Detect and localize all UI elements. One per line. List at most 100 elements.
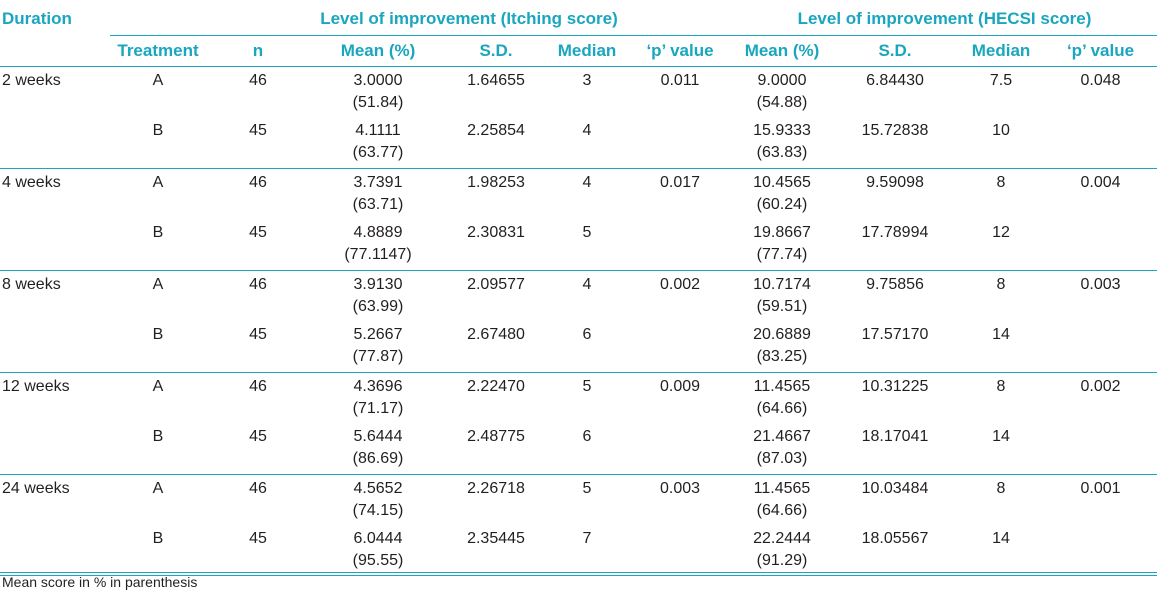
cell-mean-itching-percent: (86.69) [352,450,404,467]
cell-median-itching: 5 [546,219,628,271]
cell-duration [0,525,110,576]
cell-p-itching [628,525,732,576]
cell-sd-itching: 2.22470 [467,378,525,395]
cell-mean-itching: 4.5652 (74.15) [310,475,446,526]
cell-median-hecsi: 14 [958,525,1044,576]
cell-mean-hecsi-percent: (60.24) [756,196,808,213]
cell-n: 45 [206,321,310,373]
table-row: B 45 5.2667 (77.87) 2.67480 6 20.6889 (83.25) 17… [0,321,1157,373]
cell-mean-hecsi: 19.8667 (77.74) [732,219,832,271]
cell-mean-itching-value: 3.7391 [353,174,403,191]
cell-p-hecsi: 0.048 [1080,72,1121,89]
cell-mean-hecsi-value: 22.2444 [753,530,811,547]
cell-mean-hecsi-value: 11.4565 [753,378,811,395]
footnote: Mean score in % in parenthesis [2,574,198,590]
cell-median-itching: 3 [582,72,592,89]
cell-sd-hecsi: 10.03484 [861,480,929,497]
cell-p-hecsi: 0.002 [1080,378,1121,395]
cell-median-hecsi: 14 [958,423,1044,475]
cell-p-itching: 0.017 [659,174,701,191]
cell-sd-hecsi: 15.72838 [832,117,958,169]
cell-mean-itching: 5.6444 (86.69) [310,423,446,475]
cell-p-itching [628,321,732,373]
cell-p-hecsi [1044,219,1157,271]
cell-treatment: B [110,219,206,271]
cell-p-hecsi: 0.004 [1080,174,1121,191]
cell-mean-itching-percent: (63.71) [352,196,404,213]
cell-mean-itching: 3.0000 (51.84) [310,67,446,118]
cell-p-hecsi [1044,117,1157,169]
cell-sd-itching: 2.26718 [467,480,525,497]
cell-mean-itching-value: 4.3696 [353,378,403,395]
cell-n: 46 [249,378,267,395]
results-table: Duration Level of improvement (Itching s… [0,6,1157,576]
cell-mean-hecsi-percent: (83.25) [756,348,808,365]
header-median-hecsi: Median [958,35,1044,67]
cell-mean-itching-percent: (63.99) [352,298,404,315]
cell-mean-itching: 4.1111 (63.77) [310,117,446,169]
cell-sd-hecsi: 9.59098 [866,174,924,191]
bottom-rule [0,572,1157,573]
cell-median-itching: 6 [546,423,628,475]
cell-mean-hecsi-percent: (64.66) [756,502,808,519]
cell-median-itching: 4 [582,174,592,191]
cell-median-hecsi: 8 [996,174,1006,191]
cell-treatment: B [110,423,206,475]
cell-treatment: A [152,480,164,497]
cell-mean-hecsi: 22.2444 (91.29) [732,525,832,576]
cell-mean-itching-percent: (71.17) [352,400,404,417]
cell-median-itching: 4 [582,276,592,293]
cell-sd-hecsi: 9.75856 [866,276,924,293]
cell-p-hecsi [1044,321,1157,373]
cell-mean-hecsi-percent: (54.88) [756,94,808,111]
cell-p-itching: 0.002 [659,276,701,293]
cell-mean-itching: 3.7391 (63.71) [310,169,446,220]
cell-mean-itching: 3.9130 (63.99) [310,271,446,322]
cell-p-hecsi [1044,525,1157,576]
cell-mean-itching-value: 4.1111 [355,122,401,139]
cell-median-hecsi: 14 [958,321,1044,373]
table-row: B 45 4.1111 (63.77) 2.25854 4 15.9333 (63.83) 15… [0,117,1157,169]
cell-mean-hecsi: 11.4565 (64.66) [732,475,832,526]
cell-mean-hecsi-value: 11.4565 [753,480,811,497]
cell-p-itching [628,423,732,475]
cell-mean-hecsi: 11.4565 (64.66) [732,373,832,424]
cell-mean-hecsi-value: 15.9333 [753,122,811,139]
cell-p-itching [628,219,732,271]
cell-median-hecsi: 8 [996,276,1006,293]
cell-p-itching [628,117,732,169]
cell-mean-itching-value: 5.6444 [353,428,403,445]
cell-mean-itching-percent: (51.84) [352,94,404,111]
cell-mean-hecsi: 20.6889 (83.25) [732,321,832,373]
cell-median-hecsi: 12 [958,219,1044,271]
cell-sd-itching: 2.25854 [446,117,546,169]
cell-duration [0,117,110,169]
cell-sd-itching: 2.09577 [467,276,525,293]
cell-n: 45 [206,423,310,475]
cell-duration [0,423,110,475]
cell-mean-hecsi-percent: (64.66) [756,400,808,417]
cell-mean-itching-value: 5.2667 [353,326,403,343]
cell-median-itching: 5 [582,378,592,395]
cell-duration: 24 weeks [2,480,70,497]
cell-duration [0,321,110,373]
header-p-hecsi: ‘p’ value [1044,35,1157,67]
cell-median-hecsi: 7.5 [989,72,1013,89]
cell-treatment: B [110,321,206,373]
cell-mean-hecsi-percent: (59.51) [756,298,808,315]
cell-mean-hecsi-percent: (77.74) [756,246,808,263]
cell-mean-itching-percent: (77.87) [352,348,404,365]
cell-sd-itching: 1.98253 [467,174,525,191]
cell-mean-hecsi-value: 20.6889 [753,326,811,343]
cell-mean-hecsi-value: 21.4667 [753,428,811,445]
cell-mean-itching: 4.8889 (77.1147) [310,219,446,271]
cell-mean-itching: 4.3696 (71.17) [310,373,446,424]
cell-mean-itching-value: 6.0444 [353,530,403,547]
cell-mean-hecsi: 9.0000 (54.88) [732,67,832,118]
table-header: Duration Level of improvement (Itching s… [0,6,1157,67]
cell-duration: 12 weeks [2,378,70,395]
cell-n: 45 [206,525,310,576]
cell-sd-itching: 2.48775 [446,423,546,475]
cell-median-itching: 7 [546,525,628,576]
cell-duration: 4 weeks [2,174,61,191]
